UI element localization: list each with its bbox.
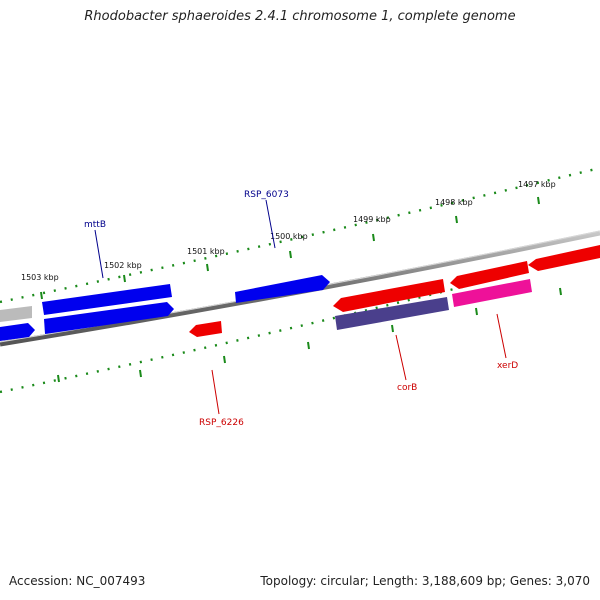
tick-1497 [537,196,540,205]
gene-RSP_6226 [189,321,222,337]
tick-1503 [40,291,43,300]
leader-xerD [496,313,507,359]
scale-label-1498: 1498 kbp [435,198,473,207]
scale-labels: 1503 kbp 1502 kbp 1501 kbp 1500 kbp 1499… [21,180,556,282]
gene-mttB-upper [42,284,172,315]
label-leaders [94,199,507,415]
gene-xerD [452,279,532,307]
reverse-genes-row2 [189,279,532,337]
inner-major-ticks [57,287,562,383]
scale-label-1500: 1500 kbp [270,232,308,241]
gene-corB [335,297,449,330]
tick-1500 [289,250,292,259]
accession-label: Accession: NC_007493 [9,574,146,588]
tick-1502 [123,274,126,283]
outer-major-ticks [40,196,540,300]
tick-1498 [455,215,458,224]
gene-label-xerD: xerD [497,361,518,371]
leader-RSP_6073 [265,199,276,249]
gene-blue-left [0,323,35,341]
gene-labels: mttB RSP_6073 RSP_6226 corB xerD [84,190,518,428]
gene-red-1 [333,279,445,312]
scale-label-1497: 1497 kbp [518,180,556,189]
gene-gray-left [0,306,32,322]
tick-1501 [206,263,209,272]
gene-red-3 [528,245,600,271]
gene-red-2 [450,261,529,289]
gene-label-mttB: mttB [84,220,106,230]
scale-label-1503: 1503 kbp [21,273,59,282]
reverse-genes-row1 [333,245,600,312]
map-title: Rhodobacter sphaeroides 2.4.1 chromosome… [84,9,516,24]
forward-genes-row2 [0,302,174,341]
gene-label-corB: corB [397,383,417,393]
outer-scale-dots [0,166,600,304]
gene-RSP_6073 [235,275,330,303]
scale-label-1501: 1501 kbp [187,247,225,256]
leader-corB [395,334,407,381]
scale-label-1502: 1502 kbp [104,261,142,270]
gene-label-RSP_6073: RSP_6073 [244,190,289,200]
scale-label-1499: 1499 kbp [353,215,391,224]
forward-genes-row1 [0,275,330,322]
tick-1499 [372,233,375,242]
gene-mttB-lower [44,302,174,334]
leader-mttB [94,229,104,279]
leader-RSP_6226 [211,369,220,415]
gene-label-RSP_6226: RSP_6226 [199,418,244,428]
genome-summary: Topology: circular; Length: 3,188,609 bp… [260,574,590,588]
